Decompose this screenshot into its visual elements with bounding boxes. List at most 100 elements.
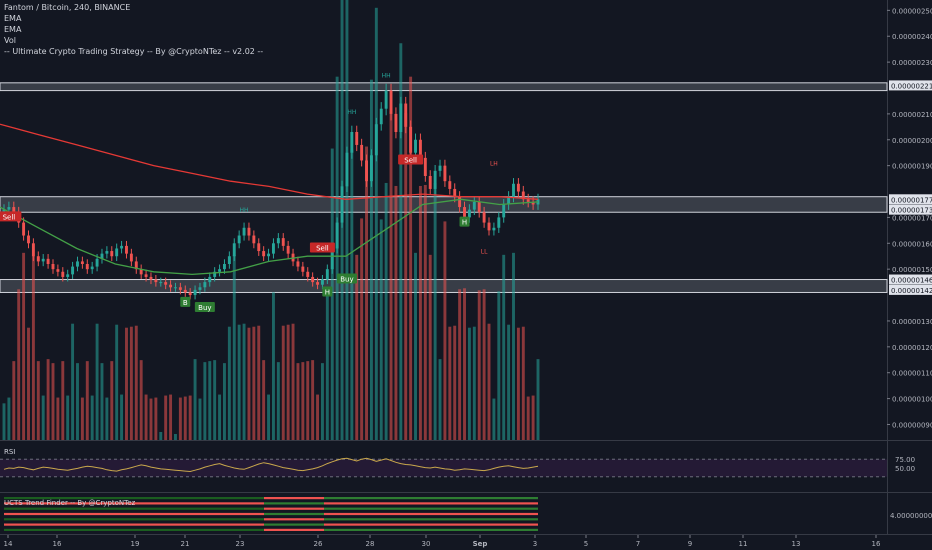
candle-body [213, 271, 217, 277]
candle-body [531, 201, 535, 205]
candle-body [423, 157, 427, 176]
volume-bar [512, 252, 515, 440]
rsi-line [3, 457, 539, 473]
volume-bar [350, 149, 354, 440]
candle-body [110, 251, 114, 257]
volume-bar [198, 398, 202, 440]
price-axis[interactable]: 0.00000250 0.00000240 0.00000230 0.00000210… [887, 7, 932, 520]
trend-finder-label[interactable]: UCTS Trend Finder -- By @CryptoNTez [4, 499, 136, 507]
volume-bar [355, 254, 359, 440]
swing-label: LH [490, 161, 498, 168]
swing-label: HH [240, 207, 249, 214]
volume-bar [27, 327, 30, 440]
volume-bar [467, 327, 471, 440]
candle-body [340, 186, 344, 223]
volume-bar [80, 397, 84, 440]
study-ema-2[interactable]: EMA [4, 25, 22, 34]
volume-bar [22, 252, 26, 440]
candle-body [301, 266, 305, 272]
study-ema-1[interactable]: EMA [4, 14, 22, 23]
time-tick-label: 5 [584, 540, 588, 548]
time-tick-label: 3 [533, 540, 537, 548]
candle-body [330, 248, 334, 270]
volume-bar [271, 292, 275, 440]
candle-body [276, 238, 280, 244]
volume-bar [458, 289, 462, 440]
volume-bar [301, 362, 305, 440]
volume-bar [257, 325, 261, 440]
candle-body [507, 196, 511, 205]
trend-finder-pane [4, 497, 538, 531]
study-ucts[interactable]: -- Ultimate Crypto Trading Strategy -- B… [4, 47, 264, 56]
volume-bar [51, 363, 55, 440]
trend-stripe [264, 502, 324, 505]
trend-stripe [4, 507, 264, 510]
candle-body [453, 188, 457, 197]
volume-bar [125, 327, 128, 440]
time-tick-label: 28 [366, 540, 375, 548]
volume-bar [335, 76, 339, 441]
price-tick-label: 0.00000120 [892, 344, 932, 352]
volume-bar [110, 361, 114, 440]
time-axis[interactable]: 14 16 19 21 23 26 28 30 Sep 3 5 7 9 11 13 16 [4, 535, 881, 548]
volume-bar [129, 326, 133, 440]
trend-stripe [264, 507, 324, 510]
trend-stripe [4, 528, 264, 531]
rsi-label[interactable]: RSI [4, 448, 16, 456]
candle-body [369, 155, 373, 182]
price-tick-label: 0.00000190 [892, 163, 932, 171]
volume-bar [320, 363, 324, 440]
volume-bar [95, 323, 99, 440]
candle-body [296, 261, 300, 267]
candle-body [467, 209, 471, 218]
volume-bar [188, 395, 192, 440]
trend-stripe [324, 502, 538, 505]
candle-body [271, 243, 275, 254]
candle-body [242, 227, 246, 236]
candle-body [497, 217, 501, 228]
trend-stripe [4, 497, 264, 500]
volume-bar [169, 394, 173, 440]
volume-bar [232, 254, 236, 440]
signal-text: H [325, 288, 330, 296]
candle-body [129, 253, 133, 262]
volume-bar [213, 360, 217, 440]
volume-bar [85, 361, 89, 440]
price-label-text: 0.00000146 [891, 277, 932, 285]
candle-body [159, 282, 163, 284]
swing-label: HH [382, 73, 391, 80]
study-volume[interactable]: Vol [4, 36, 16, 45]
volume-bar [374, 7, 378, 440]
candle-body [208, 276, 212, 283]
volume-bar [237, 324, 241, 440]
candle-body [365, 160, 368, 182]
candle-body [232, 243, 236, 257]
candle-body [218, 269, 222, 272]
price-zone [0, 196, 888, 213]
candle-body [257, 243, 261, 252]
candle-body [7, 207, 11, 210]
candle-body [144, 274, 148, 277]
price-label-text: 0.00000173 [891, 207, 932, 215]
signal-text: Sell [3, 213, 16, 221]
volume-bar [252, 326, 256, 440]
volume-bar [56, 397, 60, 440]
volume-bar [311, 360, 315, 440]
candle-body [198, 287, 202, 290]
candle-body [428, 176, 432, 189]
signal-text: Buy [340, 276, 353, 284]
signal-text: Sell [404, 156, 417, 164]
candle-body [134, 261, 138, 270]
signal-badge [398, 154, 424, 165]
volume-bar [178, 397, 182, 440]
candle-body [51, 264, 55, 270]
time-tick-label: 11 [739, 540, 748, 548]
volume-bar [438, 359, 442, 440]
candle-body [502, 204, 506, 218]
symbol-title[interactable]: Fantom / Bitcoin, 240, BINANCE [4, 3, 131, 12]
volume-bar [17, 289, 21, 440]
volume-bar [502, 254, 506, 440]
volume-bar [487, 323, 491, 440]
volume-bar [389, 111, 393, 441]
